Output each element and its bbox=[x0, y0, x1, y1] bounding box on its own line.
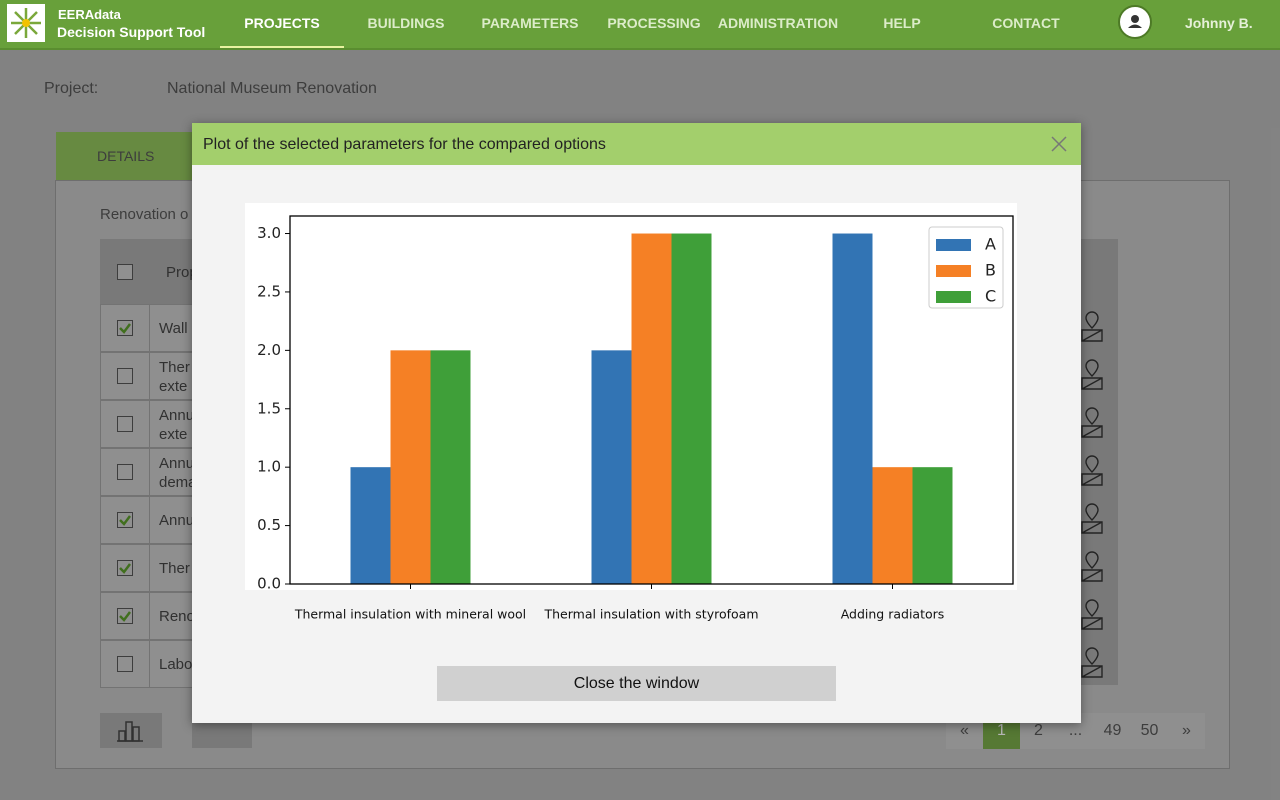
map-icon[interactable] bbox=[1080, 454, 1104, 491]
y-tick-label: 1.0 bbox=[257, 458, 281, 476]
x-tick-label: Adding radiators bbox=[841, 607, 945, 622]
details-tab[interactable]: DETAILS bbox=[56, 132, 196, 180]
bar bbox=[631, 233, 672, 584]
nav-item[interactable]: PROJECTS bbox=[220, 0, 344, 48]
page-button[interactable]: » bbox=[1168, 713, 1205, 749]
project-name: National Museum Renovation bbox=[167, 80, 377, 97]
modal-header: Plot of the selected parameters for the … bbox=[192, 123, 1081, 165]
user-name[interactable]: Johnny B. bbox=[1185, 15, 1253, 31]
row-text: Annu bbox=[159, 512, 195, 529]
row-text: Labo bbox=[159, 656, 193, 673]
header-checkbox[interactable] bbox=[117, 264, 133, 280]
y-tick-label: 1.5 bbox=[257, 399, 281, 417]
close-icon[interactable] bbox=[1051, 136, 1067, 152]
row-checkbox[interactable] bbox=[117, 608, 133, 624]
page-button[interactable]: 50 bbox=[1131, 713, 1168, 749]
bar bbox=[832, 233, 873, 584]
close-button[interactable]: Close the window bbox=[437, 666, 836, 701]
row-text: Reno bbox=[159, 608, 195, 625]
top-bar: EERAdata Decision Support Tool PROJECTS B… bbox=[0, 0, 1280, 50]
chart-icon bbox=[117, 721, 143, 742]
nav-item[interactable]: CONTACT bbox=[992, 15, 1060, 31]
row-checkbox[interactable] bbox=[117, 464, 133, 480]
brand-subtitle: Decision Support Tool bbox=[57, 24, 206, 40]
nav-item[interactable]: ADMINISTRATION bbox=[717, 15, 839, 31]
row-checkbox[interactable] bbox=[117, 320, 133, 336]
legend-label: C bbox=[985, 287, 996, 306]
map-icon[interactable] bbox=[1080, 598, 1104, 635]
chart-button[interactable] bbox=[100, 713, 162, 748]
y-tick-label: 2.0 bbox=[257, 341, 281, 359]
y-tick-label: 0.0 bbox=[257, 575, 281, 593]
legend-label: A bbox=[985, 235, 996, 254]
modal: Plot of the selected parameters for the … bbox=[192, 123, 1081, 723]
avatar-icon bbox=[1128, 15, 1142, 28]
bar bbox=[430, 350, 471, 584]
legend-swatch bbox=[936, 239, 971, 251]
map-icon[interactable] bbox=[1080, 550, 1104, 587]
row-text: Annu dema bbox=[159, 455, 197, 491]
bar bbox=[872, 467, 913, 584]
bar bbox=[591, 350, 632, 584]
bar bbox=[671, 233, 712, 584]
y-tick-label: 2.5 bbox=[257, 282, 281, 300]
row-text: Ther exte bbox=[159, 359, 190, 395]
map-icon[interactable] bbox=[1080, 406, 1104, 443]
nav-item[interactable]: PROCESSING bbox=[607, 15, 701, 31]
row-checkbox[interactable] bbox=[117, 656, 133, 672]
logo-icon bbox=[11, 8, 41, 38]
y-tick-label: 3.0 bbox=[257, 224, 281, 242]
nav-item[interactable]: PARAMETERS bbox=[481, 15, 579, 31]
nav-item[interactable]: HELP bbox=[883, 15, 921, 31]
project-label: Project: bbox=[44, 80, 99, 97]
chart: 0.0 0.5 1.0 1.5 2.0 2.5 3.0 Thermal insulation … bbox=[245, 203, 1017, 622]
nav-item[interactable]: BUILDINGS bbox=[367, 15, 445, 31]
plot-frame bbox=[289, 215, 1014, 585]
legend-swatch bbox=[936, 265, 971, 277]
row-checkbox[interactable] bbox=[117, 512, 133, 528]
x-tick-label: Thermal insulation with mineral wool bbox=[294, 607, 526, 622]
legend-swatch bbox=[936, 291, 971, 303]
modal-title: Plot of the selected parameters for the … bbox=[203, 136, 606, 153]
row-cell bbox=[100, 400, 150, 448]
user-avatar[interactable] bbox=[1118, 5, 1152, 39]
page-button[interactable]: 49 bbox=[1094, 713, 1131, 749]
section-title: Renovation o bbox=[100, 206, 189, 223]
map-icon[interactable] bbox=[1080, 646, 1104, 683]
logo[interactable] bbox=[7, 4, 45, 42]
map-icon[interactable] bbox=[1080, 502, 1104, 539]
bar bbox=[912, 467, 953, 584]
bar bbox=[390, 350, 431, 584]
legend-label: B bbox=[985, 261, 996, 280]
row-text: Annu exte bbox=[159, 407, 195, 443]
header-text: Prop bbox=[166, 264, 198, 281]
map-icon[interactable] bbox=[1080, 358, 1104, 395]
y-tick-label: 0.5 bbox=[257, 516, 281, 534]
row-checkbox[interactable] bbox=[117, 416, 133, 432]
bar bbox=[350, 467, 391, 584]
row-text: Ther bbox=[159, 560, 190, 577]
row-text: Wall bbox=[159, 320, 188, 337]
row-checkbox[interactable] bbox=[117, 560, 133, 576]
row-checkbox[interactable] bbox=[117, 368, 133, 384]
map-icon[interactable] bbox=[1080, 310, 1104, 347]
brand: EERAdata bbox=[58, 7, 121, 22]
x-tick-label: Thermal insulation with styrofoam bbox=[543, 607, 758, 622]
